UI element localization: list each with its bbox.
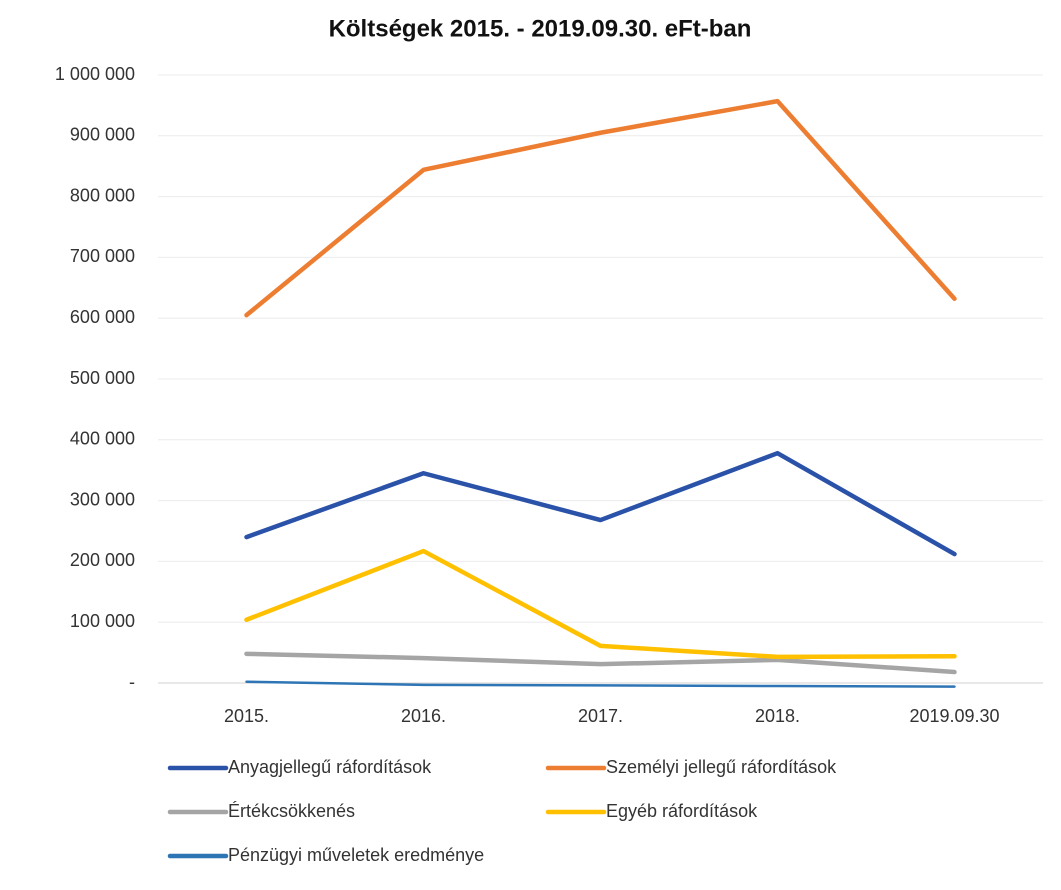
y-tick-label: 200 000 — [70, 550, 135, 570]
legend-label: Értékcsökkenés — [228, 801, 355, 821]
legend-label: Személyi jellegű ráfordítások — [606, 757, 837, 777]
y-tick-label: 700 000 — [70, 246, 135, 266]
y-tick-label: 500 000 — [70, 368, 135, 388]
x-tick-label: 2019.09.30 — [909, 706, 999, 726]
y-tick-label: 100 000 — [70, 611, 135, 631]
y-tick-label: 600 000 — [70, 307, 135, 327]
x-tick-label: 2016. — [401, 706, 446, 726]
y-tick-label: 900 000 — [70, 125, 135, 145]
y-tick-label: 1 000 000 — [55, 64, 135, 84]
y-tick-label: 400 000 — [70, 429, 135, 449]
y-tick-label: 800 000 — [70, 185, 135, 205]
chart-title: Költségek 2015. - 2019.09.30. eFt-ban — [329, 15, 752, 42]
series-line — [244, 651, 957, 675]
series-line — [245, 680, 956, 688]
legend-label: Pénzügyi műveletek eredménye — [228, 845, 484, 865]
legend-label: Anyagjellegű ráfordítások — [228, 757, 432, 777]
series-line — [244, 450, 957, 557]
y-tick-label: - — [129, 672, 135, 692]
legend-label: Egyéb ráfordítások — [606, 801, 758, 821]
x-tick-label: 2015. — [224, 706, 269, 726]
x-tick-label: 2018. — [755, 706, 800, 726]
x-tick-label: 2017. — [578, 706, 623, 726]
series-line — [244, 548, 957, 660]
series-line — [244, 98, 957, 318]
y-tick-label: 300 000 — [70, 489, 135, 509]
